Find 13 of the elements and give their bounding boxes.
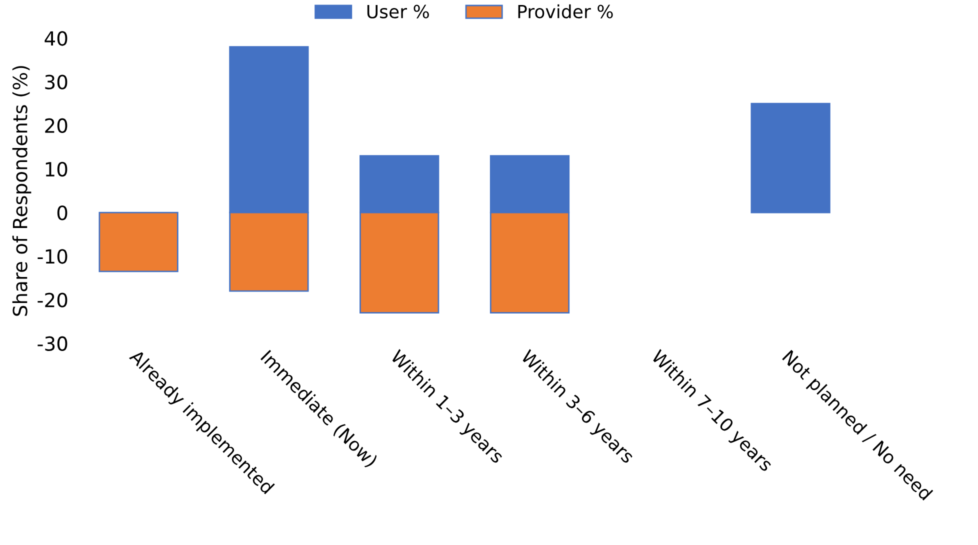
y-tick-label: 0 <box>57 206 68 220</box>
y-tick-label: 30 <box>45 74 68 90</box>
y-tick-label: 10 <box>46 162 68 177</box>
y-tick-label: -10 <box>38 249 68 264</box>
legend-label: User % <box>367 4 429 18</box>
legend-label: Provider % <box>518 4 613 18</box>
y-tick-label: 20 <box>45 118 68 134</box>
bar <box>750 102 830 214</box>
bar <box>98 212 178 272</box>
y-axis-title: Share of Respondents (%) <box>12 66 32 316</box>
y-tick-label: -30 <box>38 336 68 352</box>
y-tick-label: 40 <box>44 31 68 46</box>
y-tick-label: -20 <box>38 292 68 308</box>
